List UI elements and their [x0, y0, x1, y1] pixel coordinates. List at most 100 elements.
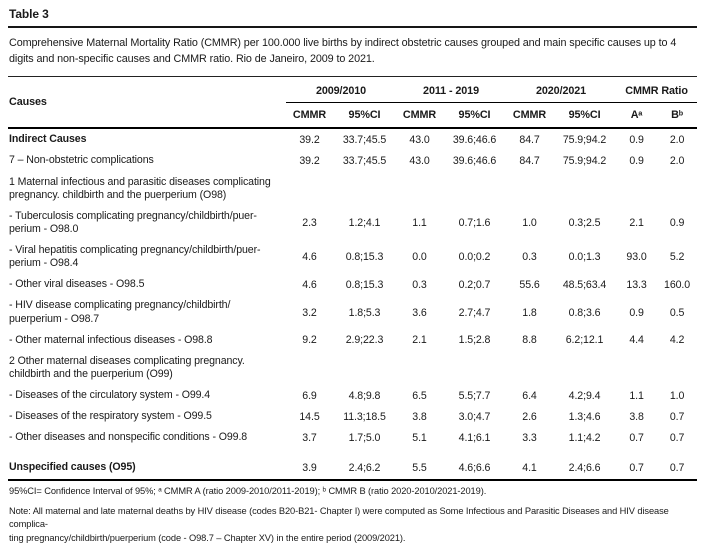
value-cell: 6.5	[412, 389, 427, 402]
table-number: Table 3	[9, 7, 49, 21]
value-cell: 3.0;4.7	[458, 410, 491, 423]
value-cell: 48.5;63.4	[562, 278, 607, 291]
value-cell: 1.2;4.1	[348, 216, 381, 229]
column-group-cmmr-ratio: CMMR Ratio	[616, 76, 698, 104]
value-cell: 4.2	[669, 334, 685, 347]
value-cell	[396, 172, 443, 206]
table-row: - HIV disease complicating pregnancy/chi…	[8, 295, 697, 329]
column-header-ci-2: 95%CI	[443, 102, 507, 130]
table-caption: Comprehensive Maternal Mortality Ratio (…	[9, 37, 677, 65]
cause-label: - Other maternal infectious diseases - O…	[9, 333, 213, 346]
table-row: Indirect Causes 39.2 33.7;45.5 43.0 39.6;46.…	[8, 128, 697, 150]
column-group-2020-2021: 2020/2021	[506, 76, 617, 104]
cause-label: - Diseases of the circulatory system - O…	[9, 389, 211, 402]
value-cell: 0.3	[522, 251, 537, 264]
value-cell: 0.8;15.3	[345, 251, 384, 264]
value-cell: 1.7;5.0	[348, 431, 381, 444]
value-cell: 39.6;46.6	[452, 133, 497, 146]
value-cell: 4.1;6.1	[458, 431, 491, 444]
value-cell: 3.6	[412, 306, 427, 319]
value-cell: 5.5	[396, 457, 444, 481]
value-cell: 84.7	[519, 154, 540, 167]
value-cell: 1.1	[412, 216, 427, 229]
table-row: 2 Other maternal diseases complicating p…	[8, 351, 697, 385]
value-cell: 39.6;46.6	[452, 154, 497, 167]
value-cell: 75.9;94.2	[562, 133, 607, 146]
value-cell: 2.1	[629, 216, 644, 229]
value-cell: 33.7;45.5	[342, 154, 387, 167]
value-cell: 2.7;4.7	[458, 306, 491, 319]
value-cell: 4.6;6.6	[443, 457, 507, 481]
value-cell: 1.8	[522, 306, 537, 319]
value-cell: 84.7	[519, 133, 540, 146]
column-header-ci-3: 95%CI	[553, 102, 617, 130]
value-cell: 2.0	[669, 154, 685, 167]
cause-label: Unspecified causes (O95)	[8, 457, 286, 481]
value-cell: 4.6	[302, 251, 317, 264]
header-sub-row: CMMR 95%CI CMMR 95%CI CMMR 95%CI Aᵃ Bᵇ	[8, 102, 698, 130]
value-cell: 0.9	[629, 306, 644, 319]
value-cell: 43.0	[409, 133, 430, 146]
value-cell	[333, 351, 396, 385]
cause-label: 1 Maternal infectious and parasitic dise…	[9, 175, 271, 201]
value-cell: 6.2;12.1	[565, 334, 604, 347]
table-header: Causes 2009/2010 2011 - 2019 2020/2021 C…	[8, 76, 698, 130]
value-cell: 8.8	[522, 334, 537, 347]
value-cell: 0.0;1.3	[568, 251, 601, 264]
table-row: - Diseases of the respiratory system - O…	[8, 406, 697, 427]
column-header-causes: Causes	[8, 76, 286, 130]
value-cell	[506, 351, 553, 385]
table-row: 7 – Non-obstetric complications 39.2 33.7;…	[8, 150, 697, 171]
value-cell: 0.9	[629, 154, 644, 167]
value-cell	[333, 172, 396, 206]
value-cell	[286, 172, 333, 206]
value-cell: 5.5;7.7	[458, 389, 491, 402]
value-cell: 4.6	[302, 278, 317, 291]
value-cell	[553, 172, 616, 206]
cause-label: - Diseases of the respiratory system - O…	[9, 410, 212, 423]
table-row: - Other viral diseases - O98.5 4.6 0.8;15.…	[8, 274, 697, 295]
value-cell	[616, 172, 657, 206]
cause-label: - Other viral diseases - O98.5	[9, 278, 145, 291]
column-header-ci-1: 95%CI	[333, 102, 397, 130]
value-cell: 4.2;9.4	[568, 389, 601, 402]
value-cell: 4.4	[629, 334, 644, 347]
value-cell: 39.2	[299, 133, 320, 146]
table-row: - Diseases of the circulatory system - O…	[8, 385, 697, 406]
value-cell: 0.7	[669, 431, 685, 444]
column-header-ratio-b: Bᵇ	[657, 102, 698, 130]
value-cell: 43.0	[409, 154, 430, 167]
column-header-cmmr-2: CMMR	[396, 102, 444, 130]
value-cell: 5.2	[669, 251, 685, 264]
value-cell: 0.3;2.5	[568, 216, 601, 229]
value-cell: 9.2	[302, 334, 317, 347]
column-header-cmmr-3: CMMR	[506, 102, 554, 130]
value-cell: 160.0	[664, 278, 691, 291]
value-cell: 1.5;2.8	[458, 334, 491, 347]
cause-label: 2 Other maternal diseases complicating p…	[9, 354, 245, 380]
value-cell	[506, 172, 553, 206]
value-cell: 14.5	[299, 410, 320, 423]
value-cell: 2.6	[522, 410, 537, 423]
value-cell: 55.6	[519, 278, 540, 291]
value-cell: 39.2	[299, 154, 320, 167]
value-cell: 0.7	[616, 457, 658, 481]
title-rule	[8, 26, 697, 28]
value-cell: 2.3	[302, 216, 317, 229]
cause-label: - Tuberculosis complicating pregnancy/ch…	[9, 209, 257, 235]
spacer-cell	[8, 448, 697, 457]
value-cell: 0.7	[669, 410, 685, 423]
spacer-row	[8, 448, 697, 457]
value-cell: 75.9;94.2	[562, 154, 607, 167]
table-row: - Other maternal infectious diseases - O…	[8, 330, 697, 351]
table-row: Unspecified causes (O95) 3.9 2.4;6.2 5.5 4.6…	[8, 457, 698, 481]
value-cell: 0.5	[669, 306, 685, 319]
value-cell: 0.0	[412, 251, 427, 264]
table-body: Indirect Causes 39.2 33.7;45.5 43.0 39.6;46.…	[8, 128, 698, 481]
value-cell: 0.0;0.2	[458, 251, 491, 264]
value-cell: 0.7;1.6	[458, 216, 491, 229]
value-cell: 2.4;6.2	[333, 457, 397, 481]
value-cell: 1.1;4.2	[568, 431, 601, 444]
value-cell: 3.3	[522, 431, 537, 444]
cause-label: - Other diseases and nonspecific conditi…	[9, 431, 248, 444]
